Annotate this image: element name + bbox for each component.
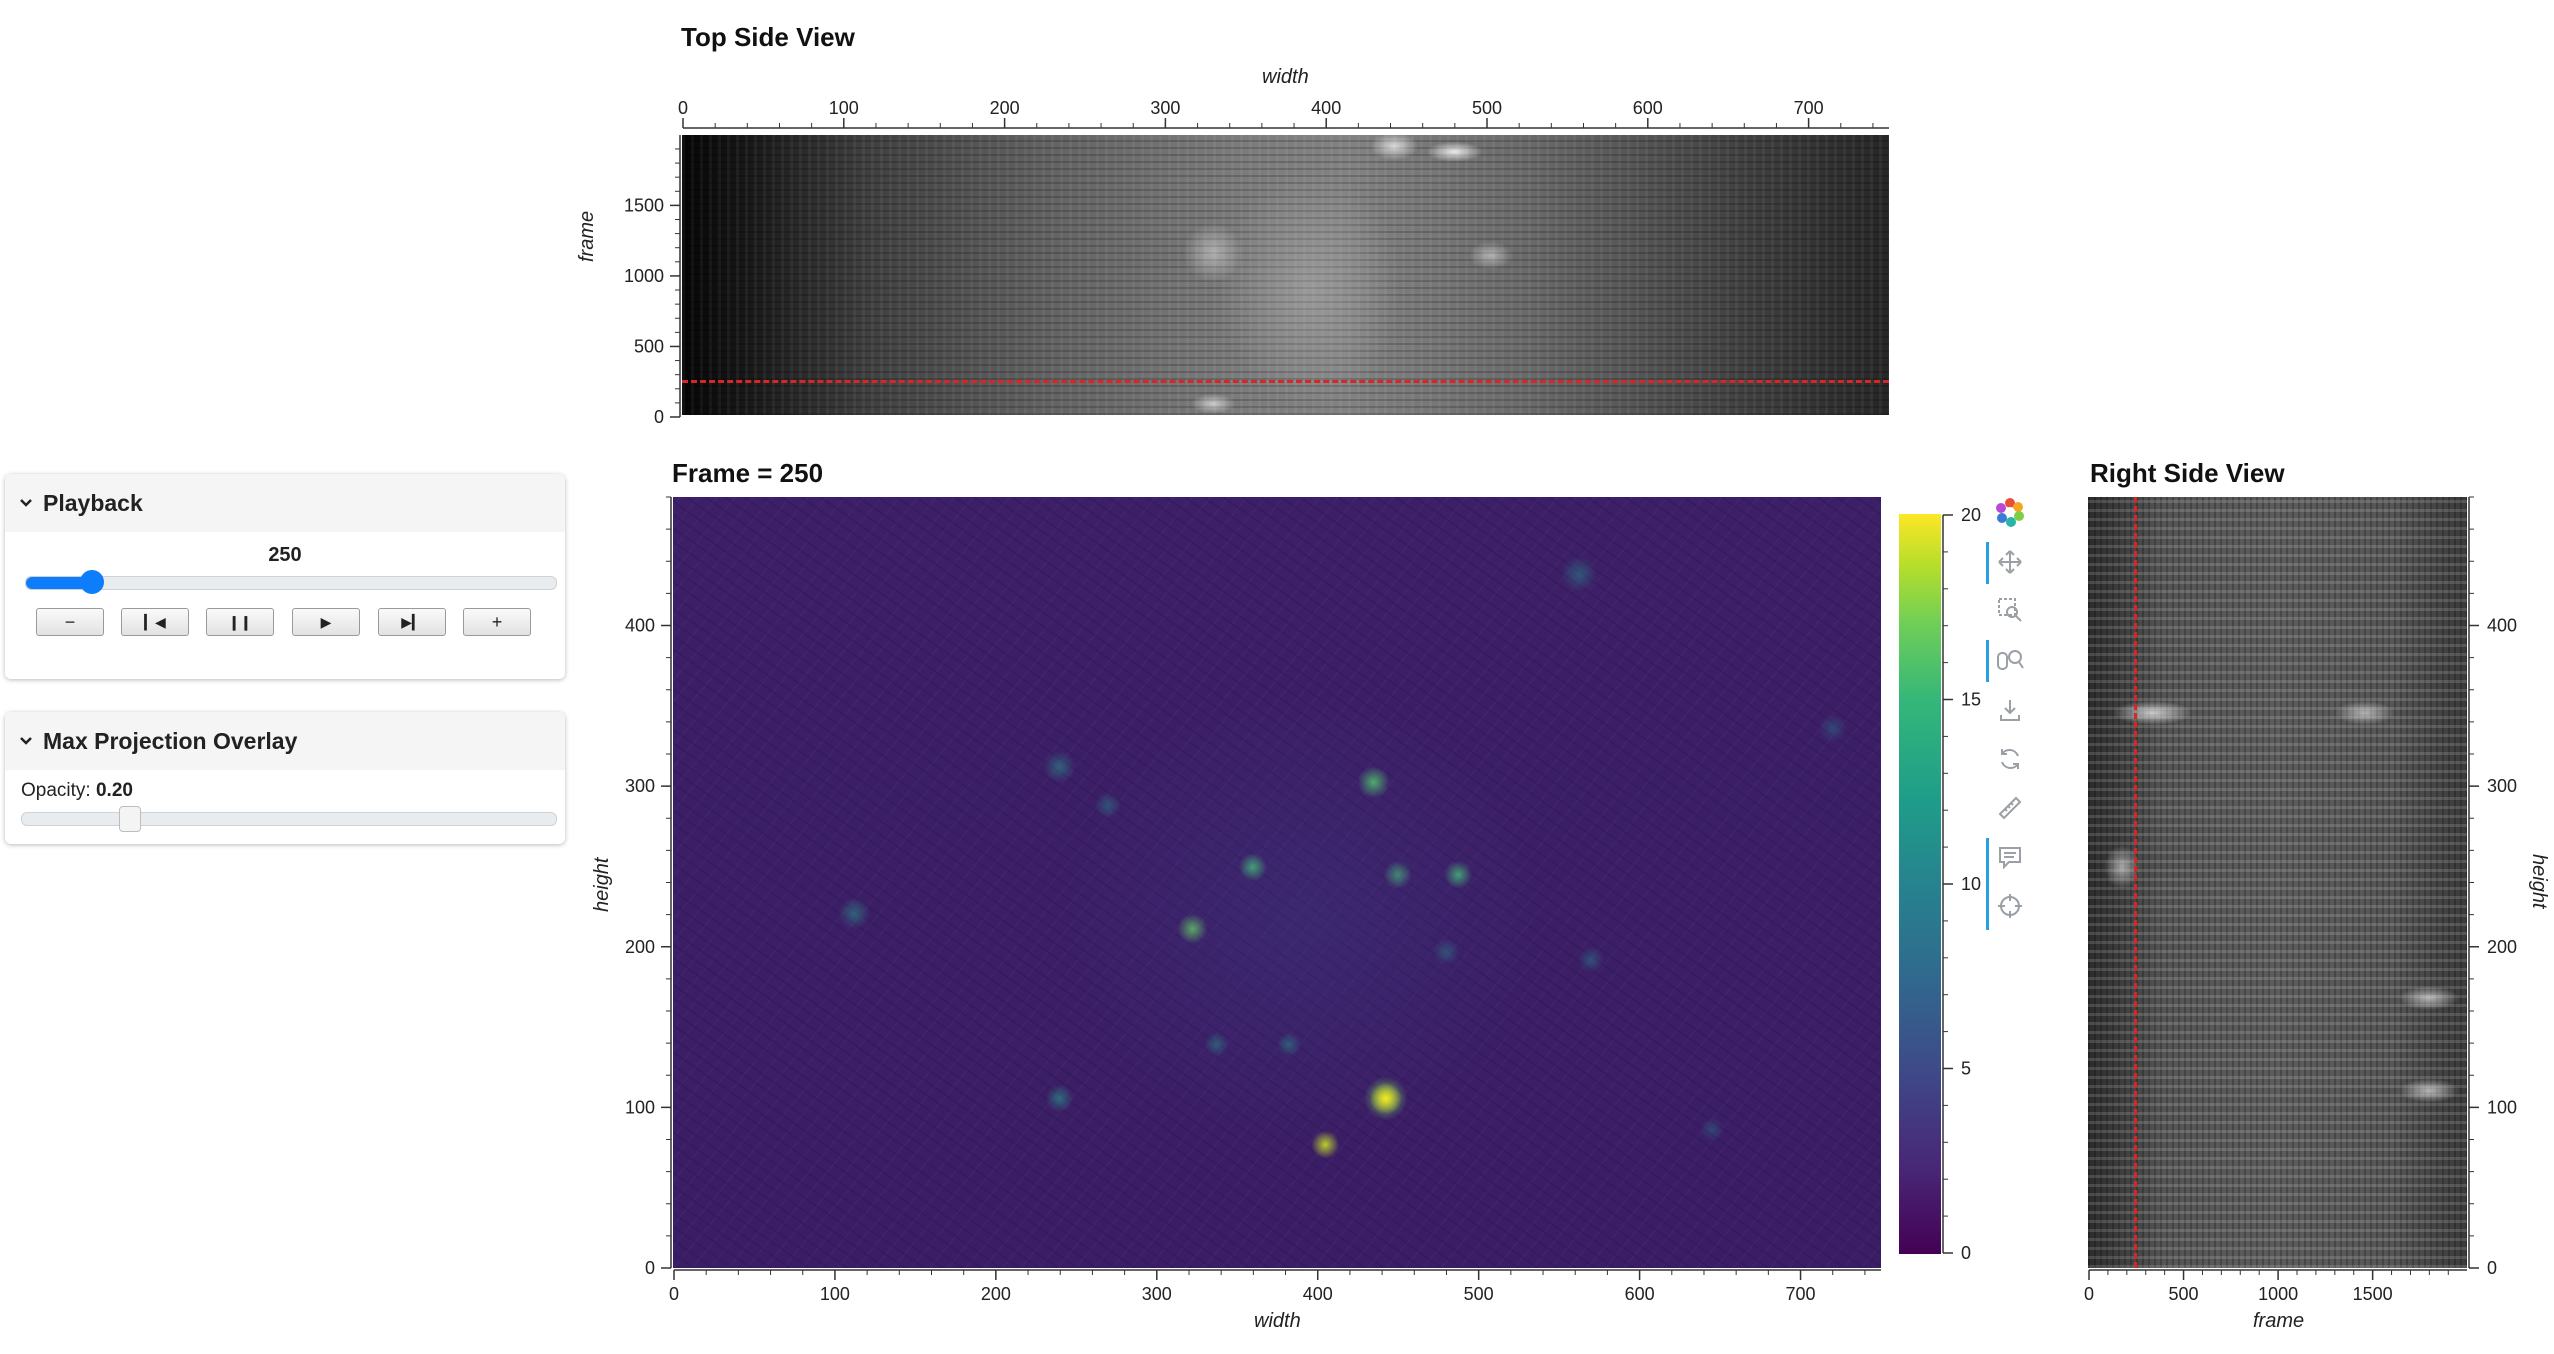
frame-view-x-tick-label: 0 [669,1284,679,1304]
opacity-readout: Opacity: 0.20 [21,780,133,801]
frame-value: 250 [268,544,302,566]
opacity-slider[interactable] [21,806,557,832]
top-view-y-tick-label: 500 [634,336,664,356]
colorbar-tick-label: 0 [1961,1243,1971,1263]
top-view-x-tick-label: 500 [1472,98,1502,118]
frame-view-y-tick-label: 100 [625,1097,655,1117]
colorbar-tick-label: 15 [1961,690,1981,710]
right-view-x-tick-label: 0 [2084,1284,2094,1304]
right-view-y-tick-label: 300 [2487,776,2517,796]
top-view-xlabel: width [1262,66,1309,88]
top-view-plot[interactable] [682,135,1889,415]
right-view-title: Right Side View [2090,458,2285,488]
top-view-x-tick-label: 300 [1150,98,1180,118]
playback-title: Playback [43,489,143,516]
opacity-slider-handle[interactable] [118,806,141,832]
top-view-x-tick-label: 600 [1633,98,1663,118]
frame-view-x-tick-label: 100 [820,1284,850,1304]
opacity-value: 0.20 [95,780,133,801]
right-view-x-tick-label: 1500 [2353,1284,2393,1304]
frame-view-x-tick-label: 300 [1142,1284,1172,1304]
playback-panel: Playback 250 − ▎◀ ❙❙ ▶ ▶▎ + [5,474,565,679]
toolbar-active-marker [1986,838,1989,930]
play-button[interactable]: ▶ [292,608,360,636]
right-view-plot[interactable] [2088,497,2467,1268]
frame-slider[interactable] [25,570,557,594]
frame-view-title: Frame = 250 [672,458,824,488]
frame-view-x-tick-label: 600 [1625,1284,1655,1304]
top-view-x-tick-label: 700 [1794,98,1824,118]
skip-forward-icon: ▶▎ [401,613,423,630]
right-view-frame-line [2134,497,2137,1268]
top-view-y-tick-label: 0 [654,407,664,427]
colorbar-tick-label: 20 [1961,505,1981,525]
right-view-x-tick-label: 1000 [2258,1284,2298,1304]
colorbar-tick-label: 5 [1961,1059,1971,1079]
top-view-x-tick-label: 0 [678,98,688,118]
frame-view-y-tick-label: 200 [625,937,655,957]
hover-icon[interactable] [1992,840,2028,876]
reset-icon[interactable] [1992,741,2028,777]
skip-back-icon: ▎◀ [144,613,166,630]
colorbar [1899,514,1941,1254]
ruler-icon[interactable] [1992,790,2028,826]
chevron-down-icon[interactable] [19,498,43,508]
right-view-x-tick-label: 500 [2169,1284,2199,1304]
pan-icon[interactable] [1992,544,2028,580]
bokeh-logo-icon[interactable] [1992,494,2028,530]
frame-view-x-tick-label: 400 [1303,1284,1333,1304]
toolbar-active-marker [1986,542,1989,584]
step-forward-button[interactable]: + [463,608,531,636]
pause-icon: ❙❙ [228,613,252,630]
top-view-y-tick-label: 1500 [624,195,664,215]
top-view-y-tick-label: 1000 [624,266,664,286]
frame-view-y-tick-label: 0 [645,1258,655,1278]
frame-view-plot[interactable] [673,497,1881,1268]
right-view-xlabel: frame [2253,1310,2305,1332]
colorbar-tick-label: 10 [1961,874,1981,894]
box-zoom-icon[interactable] [1992,592,2028,628]
step-back-button[interactable]: − [36,608,104,636]
overlay-title: Max Projection Overlay [43,727,298,754]
crosshair-icon[interactable] [1992,888,2028,924]
first-frame-button[interactable]: ▎◀ [121,608,189,636]
frame-view-x-tick-label: 200 [981,1284,1011,1304]
toolbar-active-marker [1986,640,1989,682]
chevron-down-icon[interactable] [19,736,43,746]
play-icon: ▶ [320,613,332,630]
top-view-x-tick-label: 400 [1311,98,1341,118]
wheel-zoom-icon[interactable] [1992,642,2028,678]
top-view-x-tick-label: 100 [829,98,859,118]
right-view-y-tick-label: 100 [2487,1097,2517,1117]
frame-view-y-tick-label: 300 [625,776,655,796]
frame-view-xlabel: width [1254,1310,1301,1332]
right-view-y-tick-label: 200 [2487,937,2517,957]
top-view-frame-line [682,380,1889,383]
frame-view-x-tick-label: 500 [1464,1284,1494,1304]
overlay-panel: Max Projection Overlay Opacity: 0.20 [5,712,565,844]
right-view-y-tick-label: 400 [2487,616,2517,636]
frame-slider-handle[interactable] [80,570,105,594]
top-view-title: Top Side View [681,22,855,52]
top-view-x-tick-label: 200 [990,98,1020,118]
overlay-header[interactable]: Max Projection Overlay [5,712,565,770]
playback-header[interactable]: Playback [5,474,565,532]
last-frame-button[interactable]: ▶▎ [378,608,446,636]
frame-view-x-tick-label: 700 [1786,1284,1816,1304]
save-icon[interactable] [1992,692,2028,728]
right-view-y-tick-label: 0 [2487,1258,2497,1278]
pause-button[interactable]: ❙❙ [206,608,274,636]
frame-slider-fill [26,577,93,589]
frame-view-y-tick-label: 400 [625,616,655,636]
